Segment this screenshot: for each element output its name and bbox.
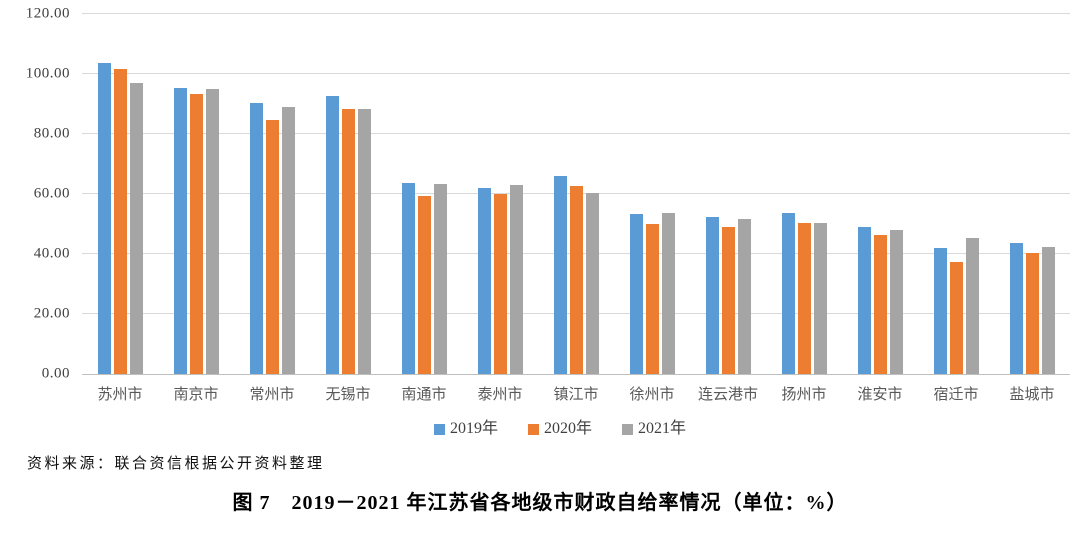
bar-2021年-无锡市 bbox=[357, 108, 371, 374]
y-tick-label: 100.00 bbox=[25, 65, 70, 82]
bar-2020年-宿迁市 bbox=[949, 261, 963, 374]
bar-group bbox=[842, 14, 918, 374]
bar-2021年-常州市 bbox=[281, 107, 295, 374]
y-tick-label: 120.00 bbox=[25, 5, 70, 22]
x-axis-label: 淮安市 bbox=[857, 386, 903, 403]
bar-group bbox=[386, 14, 462, 374]
x-axis-label: 盐城市 bbox=[1009, 386, 1055, 403]
x-axis-label: 泰州市 bbox=[477, 386, 523, 403]
gridline bbox=[82, 73, 1070, 74]
bar-group bbox=[538, 14, 614, 374]
bar-2019年-南京市 bbox=[173, 87, 187, 374]
y-tick-label: 80.00 bbox=[33, 125, 70, 142]
x-axis-label: 宿迁市 bbox=[933, 386, 979, 403]
bar-group bbox=[310, 14, 386, 374]
bar-2021年-镇江市 bbox=[585, 193, 599, 374]
legend-label: 2021年 bbox=[638, 420, 687, 437]
x-axis-label: 徐州市 bbox=[629, 386, 675, 403]
bar-2019年-无锡市 bbox=[325, 96, 339, 374]
bar-2019年-连云港市 bbox=[705, 217, 719, 374]
bar-2020年-南京市 bbox=[189, 94, 203, 374]
legend-label: 2019年 bbox=[449, 420, 498, 437]
x-axis-label: 连云港市 bbox=[697, 386, 758, 403]
bar-2021年-宿迁市 bbox=[965, 238, 979, 374]
bar-2019年-扬州市 bbox=[781, 212, 795, 374]
bar-chart: 0.00 20.00 40.00 60.00 80.00 100.00 120.00 苏州市… bbox=[0, 6, 1080, 404]
bar-2019年-苏州市 bbox=[97, 62, 111, 374]
bar-2019年-南通市 bbox=[401, 183, 415, 374]
legend-swatch bbox=[622, 423, 633, 435]
bar-group bbox=[614, 14, 690, 374]
legend-item: 2020年 bbox=[527, 420, 592, 437]
bar-group bbox=[766, 14, 842, 374]
bar-2020年-徐州市 bbox=[645, 224, 659, 374]
bar-2021年-盐城市 bbox=[1041, 246, 1055, 374]
x-axis-label: 南通市 bbox=[401, 386, 447, 403]
legend: 2019年 2020年 2021年 bbox=[40, 421, 1080, 437]
bar-2020年-淮安市 bbox=[873, 235, 887, 374]
x-axis-label: 扬州市 bbox=[781, 386, 827, 403]
x-axis-label: 南京市 bbox=[173, 386, 219, 403]
bar-2019年-常州市 bbox=[249, 103, 263, 374]
x-axis-label: 镇江市 bbox=[553, 386, 599, 403]
bar-group bbox=[690, 14, 766, 374]
bar-2020年-镇江市 bbox=[569, 185, 583, 374]
x-axis-label: 常州市 bbox=[249, 386, 295, 403]
bar-2021年-泰州市 bbox=[509, 185, 523, 374]
y-tick-label: 40.00 bbox=[33, 245, 70, 262]
y-tick-label: 60.00 bbox=[33, 185, 70, 202]
plot-area bbox=[82, 13, 1070, 375]
bar-2020年-苏州市 bbox=[113, 68, 127, 374]
x-axis-label: 无锡市 bbox=[325, 386, 371, 403]
gridline bbox=[82, 133, 1070, 134]
bar-2021年-苏州市 bbox=[129, 83, 143, 374]
bar-group bbox=[82, 14, 158, 374]
legend-item: 2021年 bbox=[622, 421, 686, 437]
bar-2021年-南京市 bbox=[205, 89, 219, 374]
legend-swatch bbox=[527, 423, 539, 435]
bar-2021年-南通市 bbox=[433, 184, 447, 374]
bar-2021年-连云港市 bbox=[737, 218, 751, 374]
x-axis-label: 苏州市 bbox=[97, 386, 143, 403]
bar-2019年-泰州市 bbox=[477, 188, 491, 374]
bar-2020年-无锡市 bbox=[341, 108, 355, 374]
bar-2020年-连云港市 bbox=[721, 227, 735, 374]
bar-group bbox=[462, 14, 538, 374]
bar-2020年-常州市 bbox=[265, 119, 279, 374]
bar-group bbox=[918, 14, 994, 374]
bar-group bbox=[994, 14, 1070, 374]
bar-2021年-徐州市 bbox=[661, 212, 675, 374]
y-tick-label: 20.00 bbox=[33, 305, 70, 322]
bar-2021年-淮安市 bbox=[889, 229, 903, 374]
legend-swatch bbox=[433, 423, 445, 435]
x-axis: 苏州市 南京市 常州市 无锡市 南通市 泰州市 镇江市 徐州市 连云港市 扬州市 淮安市 宿迁市 盐城市 bbox=[82, 383, 1070, 404]
bar-2020年-盐城市 bbox=[1025, 252, 1039, 374]
bar-2020年-扬州市 bbox=[797, 222, 811, 374]
bar-2019年-宿迁市 bbox=[933, 248, 947, 374]
plot-column: 苏州市 南京市 常州市 无锡市 南通市 泰州市 镇江市 徐州市 连云港市 扬州市 淮安市 宿迁市 盐城市 bbox=[82, 13, 1070, 404]
bar-2019年-徐州市 bbox=[629, 214, 643, 374]
bar-2019年-盐城市 bbox=[1009, 243, 1023, 374]
bar-2020年-南通市 bbox=[417, 196, 431, 374]
y-tick-label: 0.00 bbox=[41, 365, 70, 382]
figure-caption: 图 7 2019－2021 年江苏省各地级市财政自给率情况（单位：%） bbox=[232, 492, 848, 514]
source-note: 资料来源：联合资信根据公开资料整理 bbox=[27, 456, 325, 472]
bar-2020年-泰州市 bbox=[493, 194, 507, 374]
bar-2019年-淮安市 bbox=[857, 227, 871, 374]
legend-item: 2019年 bbox=[433, 420, 498, 437]
bar-group bbox=[234, 14, 310, 374]
bar-2021年-扬州市 bbox=[813, 223, 827, 374]
legend-label: 2020年 bbox=[543, 420, 592, 437]
gridline bbox=[82, 13, 1070, 14]
bar-2019年-镇江市 bbox=[553, 176, 567, 374]
bar-group bbox=[158, 14, 234, 374]
y-axis: 0.00 20.00 40.00 60.00 80.00 100.00 120.00 bbox=[0, 6, 82, 381]
